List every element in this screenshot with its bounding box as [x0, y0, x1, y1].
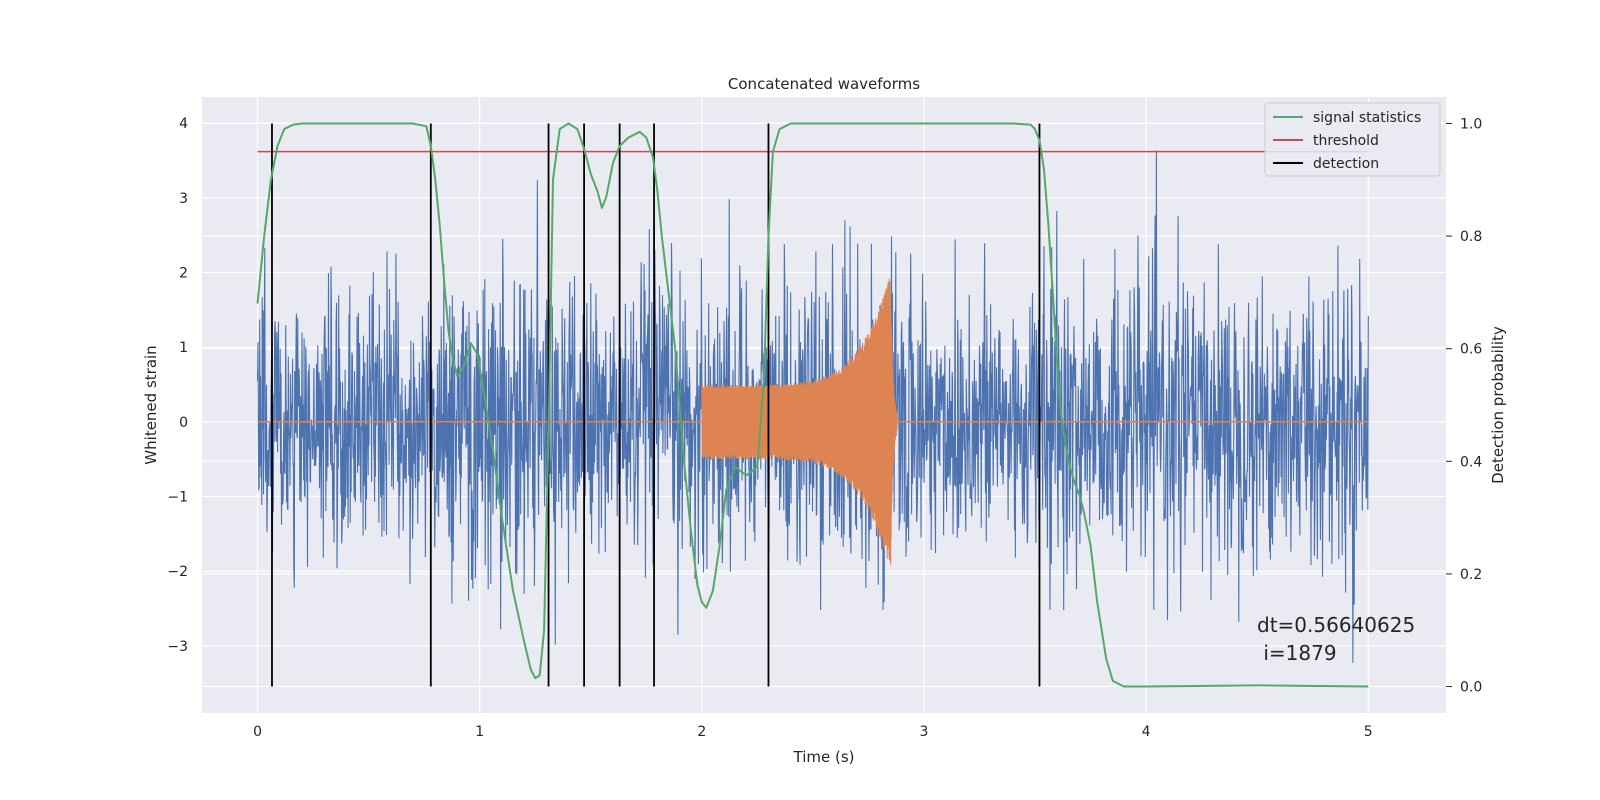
y-right-tick-label: 0.4	[1460, 454, 1482, 470]
x-tick-label: 5	[1364, 724, 1373, 740]
x-tick-label: 1	[475, 724, 484, 740]
x-axis-label: Time (s)	[793, 748, 855, 766]
tick-labels: 0 1 2 3 4 5 −3 −2 −1 0 1 2 3 4 0.0 0.2 0.4 0.6 0.8 1.0	[167, 116, 1482, 740]
y-tick-label: 3	[179, 191, 188, 207]
strain-line	[256, 150, 1369, 663]
annotation-i: i=1879	[1257, 641, 1337, 665]
legend-label: detection	[1313, 156, 1379, 172]
y-tick-label: 2	[179, 265, 188, 281]
legend-label: threshold	[1313, 133, 1379, 149]
y-right-tick-label: 0.8	[1460, 229, 1482, 245]
y-right-tick-label: 0.2	[1460, 567, 1482, 583]
x-tick-label: 4	[1142, 724, 1151, 740]
annotation-dt: dt=0.56640625	[1257, 613, 1415, 637]
signal-statistics-line	[256, 122, 1369, 688]
legend: signal statistics threshold detection	[1264, 102, 1441, 177]
y-tick-label: 4	[179, 116, 188, 132]
x-tick-label: 3	[920, 724, 929, 740]
y-tick-label: 0	[179, 415, 188, 431]
x-tick-label: 0	[253, 724, 262, 740]
template-chirp	[701, 278, 898, 566]
strain-series	[256, 150, 1369, 663]
y-axis-label: Whitened strain	[142, 345, 160, 464]
x-tick-label: 2	[697, 724, 706, 740]
legend-box	[1264, 102, 1441, 177]
y-tick-label: 1	[179, 340, 188, 356]
y-axis-right-label: Detection probability	[1489, 326, 1507, 484]
y-tick-label: −1	[167, 489, 188, 505]
signal-statistics-series	[256, 122, 1369, 688]
y-right-tick-label: 1.0	[1460, 116, 1482, 132]
y-right-tick-label: 0.6	[1460, 342, 1482, 358]
template-series	[257, 278, 1369, 566]
y-right-tick-label: 0.0	[1460, 680, 1482, 696]
legend-label: signal statistics	[1313, 110, 1421, 126]
y-tick-label: −3	[167, 639, 188, 655]
chart-title: Concatenated waveforms	[728, 75, 920, 93]
y-tick-label: −2	[167, 564, 188, 580]
